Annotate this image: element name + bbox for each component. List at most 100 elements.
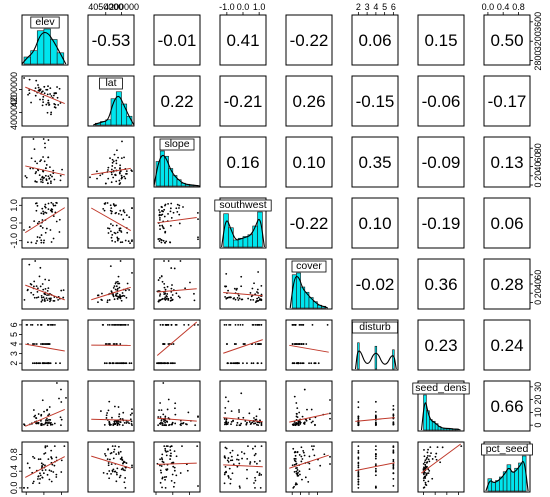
scatter-point [159, 458, 161, 461]
fit-line [289, 454, 329, 469]
scatter-point [118, 476, 121, 479]
scatter-point [171, 362, 173, 365]
correlation-value: -0.22 [290, 214, 329, 233]
scatter-point [292, 447, 295, 450]
scatter-point [374, 463, 377, 466]
scatter-point [35, 181, 38, 183]
scatter-point [124, 239, 127, 242]
scatter-point [257, 343, 260, 345]
scatter-point [374, 445, 377, 447]
scatter-point [113, 231, 116, 234]
panel-southwest-seed_dens: -0.19 [417, 197, 465, 249]
scatter-point [48, 406, 51, 408]
scatter-point [184, 423, 187, 425]
scatter-point [305, 419, 308, 422]
scatter-point [293, 457, 296, 460]
scatter-point [120, 468, 123, 471]
scatter-point [24, 175, 27, 177]
scatter-point [424, 459, 427, 462]
scatter-point [45, 212, 48, 214]
scatter-point [240, 275, 243, 278]
scatter-point [231, 472, 234, 475]
scatter-point [124, 477, 127, 479]
panel-cover-pct_seed: 0.28 [483, 258, 531, 310]
scatter-point [161, 224, 164, 227]
scatter-point [227, 289, 229, 292]
y-tick-label: 20 [533, 288, 543, 298]
panel-disturb-slope [153, 319, 201, 371]
scatter-point [119, 295, 122, 298]
scatter-point [131, 466, 133, 469]
panel-frame [351, 14, 399, 66]
panel-pct_seed-elev [21, 441, 69, 493]
scatter-point [392, 445, 395, 447]
scatter-point [113, 298, 116, 301]
scatter-point [63, 445, 66, 447]
scatter-point [44, 446, 47, 449]
scatter-point [110, 463, 113, 466]
fit-line [156, 321, 198, 356]
x-tick-label: 0.0 [482, 2, 495, 12]
scatter-point [374, 400, 377, 403]
scatter-point [178, 204, 181, 207]
scatter-point [196, 212, 199, 214]
correlation-value: -0.06 [422, 92, 461, 111]
y-tick-label: 3600 [533, 12, 543, 32]
panel-frame [483, 380, 531, 432]
histogram-bar [392, 349, 395, 370]
scatter-point [30, 283, 33, 286]
scatter-point [42, 288, 45, 291]
scatter-point [113, 323, 116, 326]
scatter-point [128, 289, 130, 291]
panel-slope-pct_seed: 0.13 [483, 136, 531, 188]
scatter-point [52, 215, 55, 218]
panel-pct_seed-slope [153, 441, 201, 493]
scatter-point [44, 421, 47, 424]
scatter-point [295, 470, 298, 473]
panel-southwest-elev [21, 197, 69, 249]
scatter-point [424, 463, 427, 466]
scatter-point [56, 86, 58, 88]
scatter-point [60, 289, 63, 292]
scatter-point [158, 294, 161, 297]
scatter-point [131, 239, 133, 242]
scatter-point [121, 292, 124, 294]
scatter-point [108, 227, 111, 230]
scatter-point [39, 472, 41, 475]
panel-disturb-cover [285, 319, 333, 371]
scatter-point [227, 421, 230, 424]
scatter-point [53, 464, 56, 467]
scatter-point [170, 287, 173, 290]
scatter-point [117, 406, 120, 408]
scatter-point [104, 454, 107, 457]
scatter-point [260, 424, 263, 427]
scatter-point [32, 293, 35, 296]
x-tick-label: 3 [365, 2, 370, 12]
scatter-point [329, 455, 331, 458]
scatter-point [291, 343, 294, 345]
scatter-point [32, 343, 35, 345]
scatter-point [170, 479, 173, 482]
panel-lat-seed_dens: -0.06 [417, 75, 465, 127]
variable-label: slope [164, 138, 189, 150]
scatter-point [31, 323, 34, 326]
scatter-point [23, 229, 25, 231]
scatter-point [111, 234, 114, 236]
scatter-point [164, 296, 167, 299]
scatter-point [225, 272, 228, 275]
scatter-point [53, 422, 56, 425]
scatter-point [258, 474, 261, 476]
scatter-point [112, 362, 115, 365]
scatter-point [311, 420, 314, 423]
scatter-point [40, 300, 43, 303]
scatter-point [30, 291, 33, 294]
scatter-point [425, 474, 428, 476]
scatter-point [230, 423, 232, 426]
scatter-point [182, 421, 185, 424]
panel-southwest-disturb: 0.10 [351, 197, 399, 249]
scatter-point [108, 400, 111, 403]
scatter-point [164, 241, 167, 244]
scatter-point [35, 285, 38, 288]
scatter-point [125, 214, 128, 217]
scatter-point [59, 174, 62, 177]
